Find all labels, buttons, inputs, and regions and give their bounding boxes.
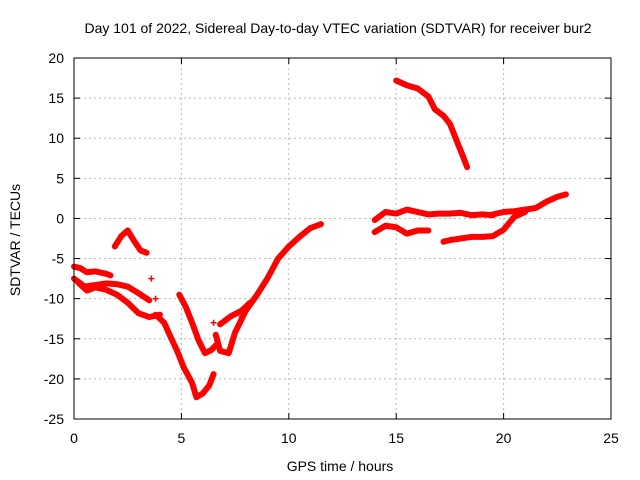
- y-tick-label: -10: [44, 291, 64, 307]
- series-arc-11: [393, 77, 471, 171]
- series-arc-8: [217, 299, 254, 328]
- data-series: [71, 77, 569, 401]
- x-tick-label: 10: [281, 430, 297, 446]
- point-marker: [156, 315, 163, 322]
- x-tick-labels: 0 5 10 15 20 25: [70, 430, 619, 446]
- series-arc-3: [75, 279, 163, 321]
- chart-title: Day 101 of 2022, Sidereal Day-to-day VTE…: [84, 20, 591, 36]
- x-tick-label: 20: [496, 430, 512, 446]
- point-marker: [148, 275, 155, 282]
- x-tick-label: 5: [178, 430, 186, 446]
- x-axis-label: GPS time / hours: [287, 458, 394, 474]
- x-tick-label: 15: [388, 430, 404, 446]
- series-arc-5: [152, 311, 217, 401]
- y-tick-label: -15: [44, 331, 64, 347]
- point-marker: [152, 295, 159, 302]
- y-axis-label: SDTVAR / TECUs: [7, 184, 23, 296]
- point-marker: [210, 319, 217, 326]
- series-arc-7: [212, 221, 324, 357]
- series-arc-4: [111, 227, 150, 256]
- y-tick-label: -20: [44, 371, 64, 387]
- series-arc-12: [440, 209, 529, 245]
- x-tick-label: 25: [603, 430, 619, 446]
- grid-lines: [74, 58, 611, 419]
- x-tick-label: 0: [70, 430, 78, 446]
- series-arc-1: [71, 263, 114, 279]
- plot-frame: [73, 57, 612, 420]
- y-tick-labels: -25 -20 -15 -10 -5 0 5 10 15 20: [44, 50, 64, 427]
- point-marker: [238, 313, 245, 320]
- y-tick-label: -25: [44, 411, 64, 427]
- y-tick-label: 20: [48, 50, 64, 66]
- series-arc-9: [371, 206, 496, 223]
- series-arc-6: [176, 291, 219, 357]
- y-tick-label: 0: [56, 210, 64, 226]
- series-arc-13: [489, 191, 569, 218]
- y-tick-label: 15: [48, 90, 64, 106]
- y-tick-label: 5: [56, 170, 64, 186]
- series-arc-10: [371, 222, 432, 237]
- axis-ticks: [73, 57, 612, 420]
- y-tick-label: 10: [48, 130, 64, 146]
- y-tick-label: -5: [52, 251, 65, 267]
